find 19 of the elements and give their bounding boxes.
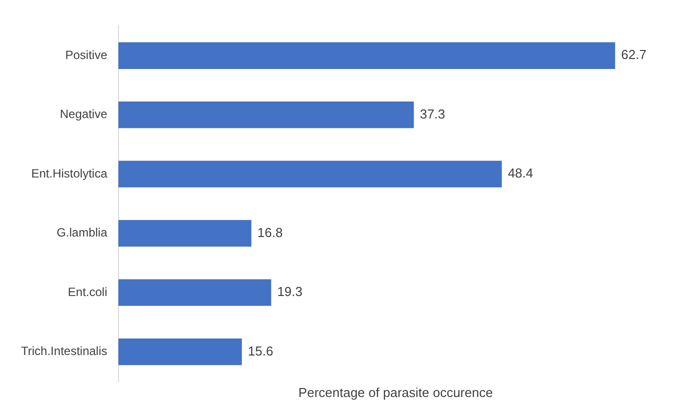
y-tick-label: Negative bbox=[60, 107, 108, 122]
y-tick-label: Ent.coli bbox=[68, 284, 108, 299]
bar bbox=[118, 102, 414, 128]
data-label: 48.4 bbox=[508, 166, 534, 181]
bar bbox=[118, 279, 272, 306]
data-label: 37.3 bbox=[420, 106, 446, 122]
y-tick-label: Ent.Histolytica bbox=[31, 166, 108, 180]
y-tick-label: G.lamblia bbox=[56, 226, 108, 240]
data-label: 16.8 bbox=[257, 224, 283, 240]
bar bbox=[118, 338, 242, 366]
data-label: 19.3 bbox=[277, 284, 303, 300]
y-tick-label: Trich.Intestinalis bbox=[21, 344, 108, 358]
data-label: 15.6 bbox=[248, 343, 274, 358]
bar bbox=[118, 160, 502, 188]
x-axis-title: Percentage of parasite occurence bbox=[298, 384, 493, 400]
bar bbox=[118, 220, 252, 247]
data-label: 62.7 bbox=[621, 47, 646, 62]
y-tick-label: Positive bbox=[65, 48, 108, 62]
bar bbox=[118, 42, 616, 69]
